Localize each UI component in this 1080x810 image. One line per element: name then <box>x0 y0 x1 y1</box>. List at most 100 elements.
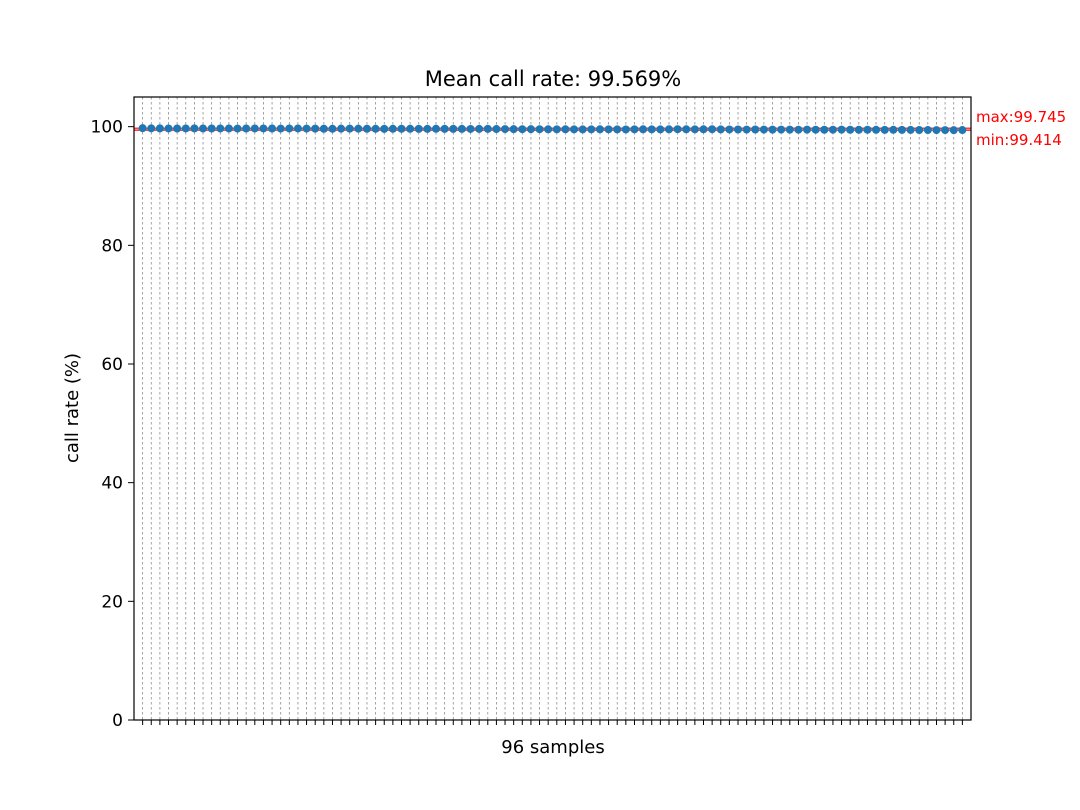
data-point <box>302 124 311 133</box>
data-point <box>276 124 285 133</box>
data-point <box>820 125 829 134</box>
data-point <box>811 125 820 134</box>
y-tick-label: 40 <box>101 474 123 494</box>
y-tick-label: 100 <box>91 118 123 138</box>
data-point <box>751 125 760 134</box>
vertical-grid-lines <box>142 97 963 720</box>
data-point <box>872 125 881 134</box>
data-point <box>699 125 708 134</box>
data-point <box>475 124 484 133</box>
data-point <box>354 124 363 133</box>
y-tick-label: 60 <box>101 355 123 375</box>
data-point <box>406 124 415 133</box>
data-point <box>155 124 164 133</box>
max-annotation: max:99.745 <box>976 108 1066 126</box>
data-point <box>742 125 751 134</box>
data-point <box>328 124 337 133</box>
data-point <box>673 125 682 134</box>
data-point <box>759 125 768 134</box>
data-point <box>768 125 777 134</box>
data-point <box>242 124 251 133</box>
data-point <box>604 125 613 134</box>
data-point <box>362 124 371 133</box>
data-point <box>190 124 199 133</box>
data-point <box>432 124 441 133</box>
data-point <box>664 125 673 134</box>
data-point <box>880 125 889 134</box>
data-point <box>311 124 320 133</box>
data-point <box>725 125 734 134</box>
data-point <box>716 125 725 134</box>
data-point <box>199 124 208 133</box>
data-point <box>639 125 648 134</box>
data-point <box>949 126 958 135</box>
y-tick-label: 0 <box>112 711 123 731</box>
data-point <box>181 124 190 133</box>
data-point <box>492 125 501 134</box>
data-point <box>147 124 156 133</box>
y-tick-label: 80 <box>101 236 123 256</box>
data-point <box>570 125 579 134</box>
data-point <box>941 126 950 135</box>
data-point <box>233 124 242 133</box>
data-point <box>863 125 872 134</box>
data-point <box>897 125 906 134</box>
data-point <box>501 125 510 134</box>
data-point <box>164 124 173 133</box>
data-point <box>544 125 553 134</box>
data-point <box>846 125 855 134</box>
data-point <box>552 125 561 134</box>
data-point <box>535 125 544 134</box>
chart-title: Mean call rate: 99.569% <box>425 67 682 91</box>
y-axis: 0 20 40 60 80 100 <box>91 118 134 731</box>
data-point <box>440 124 449 133</box>
y-axis-label: call rate (%) <box>62 353 83 463</box>
data-point <box>854 125 863 134</box>
data-point <box>526 125 535 134</box>
data-point <box>958 126 967 135</box>
data-point <box>380 124 389 133</box>
data-point <box>587 125 596 134</box>
data-point <box>682 125 691 134</box>
data-point <box>803 125 812 134</box>
data-point <box>621 125 630 134</box>
data-point <box>785 125 794 134</box>
data-point <box>268 124 277 133</box>
data-point <box>259 124 268 133</box>
data-point <box>423 124 432 133</box>
data-point <box>319 124 328 133</box>
data-point <box>932 126 941 135</box>
data-point <box>777 125 786 134</box>
data-point <box>250 124 259 133</box>
data-point <box>173 124 182 133</box>
data-point <box>828 125 837 134</box>
y-tick-label: 20 <box>101 592 123 612</box>
data-point <box>224 124 233 133</box>
data-point <box>906 125 915 134</box>
data-point <box>457 124 466 133</box>
data-point <box>414 124 423 133</box>
data-point <box>630 125 639 134</box>
data-point <box>397 124 406 133</box>
plot-frame <box>133 96 972 721</box>
data-point <box>293 124 302 133</box>
data-point <box>595 125 604 134</box>
data-point <box>613 125 622 134</box>
data-point <box>690 125 699 134</box>
data-point <box>449 124 458 133</box>
data-point <box>388 124 397 133</box>
x-axis-label: 96 samples <box>501 737 604 758</box>
data-points <box>138 124 967 135</box>
data-point <box>923 126 932 135</box>
data-point <box>561 125 570 134</box>
data-point <box>794 125 803 134</box>
data-point <box>509 125 518 134</box>
data-point <box>578 125 587 134</box>
data-point <box>207 124 216 133</box>
data-point <box>138 124 147 133</box>
x-axis <box>142 720 963 725</box>
data-point <box>647 125 656 134</box>
data-point <box>285 124 294 133</box>
data-point <box>734 125 743 134</box>
